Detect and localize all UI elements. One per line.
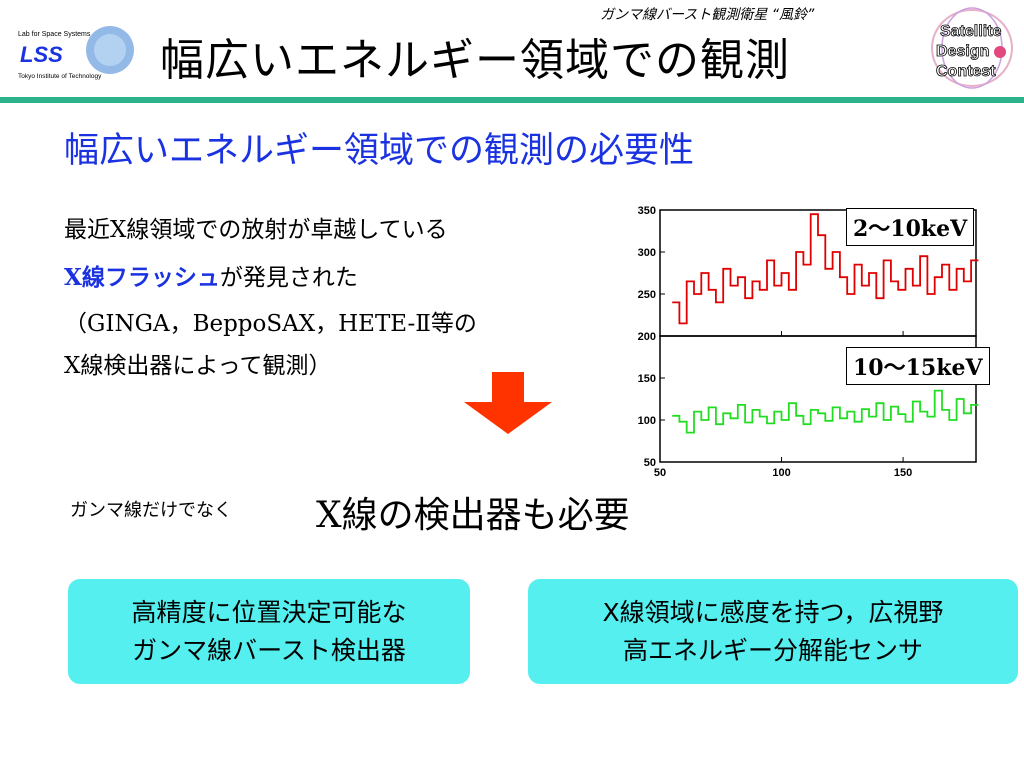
gamma-detector-box: 高精度に位置決定可能な ガンマ線バースト検出器	[68, 579, 470, 684]
header-divider	[0, 97, 1024, 103]
gamma-detector-line-2: ガンマ線バースト検出器	[132, 635, 406, 665]
logo-titech-text: Tokyo Institute of Technology	[18, 73, 102, 80]
body-line-1: 最近X線領域での放射が卓越している	[64, 217, 448, 243]
x-tick-label: 100	[772, 467, 790, 479]
body-line-3: （GINGA，BeppoSAX，HETE-Ⅱ等の	[64, 311, 477, 337]
lss-logo: Lab for Space Systems LSS Tokyo Institut…	[18, 26, 134, 80]
logo-satellite-text: Satellite	[940, 23, 1001, 40]
series-2-10kev-line	[672, 213, 979, 325]
y-tick-label: 350	[638, 205, 656, 217]
conclusion-main: X線の検出器も必要	[316, 495, 630, 536]
down-arrow-icon	[464, 372, 552, 434]
light-curve-chart: 200 250 300 350 50 100 150 50 100 150	[638, 205, 979, 479]
satellite-design-contest-logo: Satellite Design Contest	[931, 7, 1013, 89]
xray-sensor-line-1: X線領域に感度を持つ，広視野	[602, 597, 944, 627]
x-tick-label: 50	[654, 467, 666, 479]
y-tick-label: 50	[644, 457, 656, 469]
y-tick-label: 200	[638, 331, 656, 343]
body-line-4: X線検出器によって観測）	[64, 353, 332, 379]
xray-sensor-line-2: 高エネルギー分解能センサ	[622, 635, 923, 665]
header-subtitle: ガンマ線バースト観測衛星 “風鈴”	[600, 7, 815, 23]
logo-design-text: Design	[936, 43, 989, 60]
series-10-15kev-line	[672, 389, 979, 434]
xray-flash-highlight: X線フラッシュ	[64, 264, 220, 291]
y-tick-label: 100	[638, 415, 656, 427]
y-tick-label: 250	[638, 289, 656, 301]
band-label-2-10kev: 2～10keV	[846, 208, 975, 246]
chart-panel-frame	[659, 335, 977, 463]
section-heading: 幅広いエネルギー領域での観測の必要性	[64, 131, 695, 171]
y-tick-label: 300	[638, 247, 656, 259]
logo-lab-text: Lab for Space Systems	[18, 31, 91, 38]
slide-title: 幅広いエネルギー領域での観測	[160, 35, 790, 86]
conclusion-lead: ガンマ線だけでなく	[70, 500, 232, 521]
logo-contest-text: Contest	[936, 63, 996, 80]
y-tick-label: 150	[638, 373, 656, 385]
logo-lss-text: LSS	[20, 42, 63, 67]
body-line-2-rest: が発見された	[219, 265, 358, 291]
xray-sensor-box: X線領域に感度を持つ，広視野 高エネルギー分解能センサ	[528, 579, 1018, 684]
gamma-detector-line-1: 高精度に位置決定可能な	[131, 597, 407, 627]
body-line-2: X線フラッシュが発見された	[64, 258, 358, 292]
band-label-10-15kev: 10～15keV	[846, 347, 990, 385]
x-tick-label: 150	[894, 467, 912, 479]
